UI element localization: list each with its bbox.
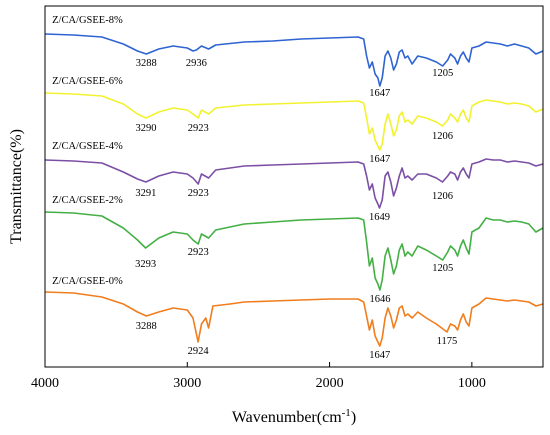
series-label-layer: Z/CA/GSEE-8% Z/CA/GSEE-6% Z/CA/GSEE-4% Z/CA… xyxy=(52,15,123,287)
series-label-1: Z/CA/GSEE-6% xyxy=(52,76,123,87)
series-label-2: Z/CA/GSEE-4% xyxy=(52,141,123,152)
peak-label-5: 2923 xyxy=(188,123,209,134)
peak-label-14: 1646 xyxy=(369,294,390,305)
peak-label-0: 3288 xyxy=(136,58,157,69)
series-label-4: Z/CA/GSEE-0% xyxy=(52,276,123,287)
series-layer xyxy=(44,33,544,347)
peak-label-19: 1175 xyxy=(437,336,458,347)
series-line-3 xyxy=(44,211,544,291)
peak-label-17: 2924 xyxy=(188,346,210,357)
x-axis-title: Wavenumber(cm-1) xyxy=(232,407,356,426)
plot-frame xyxy=(44,5,544,368)
peak-label-10: 1649 xyxy=(369,212,390,223)
series-line-1 xyxy=(44,92,544,151)
peak-label-9: 2923 xyxy=(188,188,209,199)
series-label-3: Z/CA/GSEE-2% xyxy=(52,195,123,206)
peak-label-6: 1647 xyxy=(369,154,390,165)
series-line-2 xyxy=(44,158,544,209)
x-tick-label-3: 1000 xyxy=(458,376,486,391)
peak-label-layer: 3288 2936 1647 1205 3290 2923 1647 1206 3291 2923… xyxy=(135,58,457,361)
peak-label-15: 1205 xyxy=(432,263,453,274)
y-axis-title: Transmittance(%) xyxy=(8,129,25,244)
peak-label-1: 2936 xyxy=(186,58,207,69)
peak-label-7: 1206 xyxy=(432,131,453,142)
series-line-0 xyxy=(44,33,544,87)
x-tick-label-0: 4000 xyxy=(31,376,59,391)
peak-label-2: 1647 xyxy=(369,88,390,99)
x-axis-title-sup: -1 xyxy=(342,407,351,419)
peak-label-12: 3293 xyxy=(135,259,156,270)
peak-label-11: 1206 xyxy=(432,191,453,202)
peak-label-3: 1205 xyxy=(432,68,453,79)
series-label-0: Z/CA/GSEE-8% xyxy=(52,15,123,26)
x-axis-title-main: Wavenumber(cm xyxy=(232,409,342,426)
x-axis-title-end: ) xyxy=(351,409,356,426)
peak-label-4: 3290 xyxy=(136,123,157,134)
peak-label-8: 3291 xyxy=(135,188,156,199)
peak-label-16: 3288 xyxy=(136,321,157,332)
series-line-4 xyxy=(44,291,544,347)
peak-label-18: 1647 xyxy=(369,350,390,361)
peak-label-13: 2923 xyxy=(188,247,209,258)
x-tick-label-2: 2000 xyxy=(316,376,344,391)
x-tick-label-1: 3000 xyxy=(173,376,201,391)
x-axis-ticks: 4000 3000 2000 1000 xyxy=(31,362,486,391)
